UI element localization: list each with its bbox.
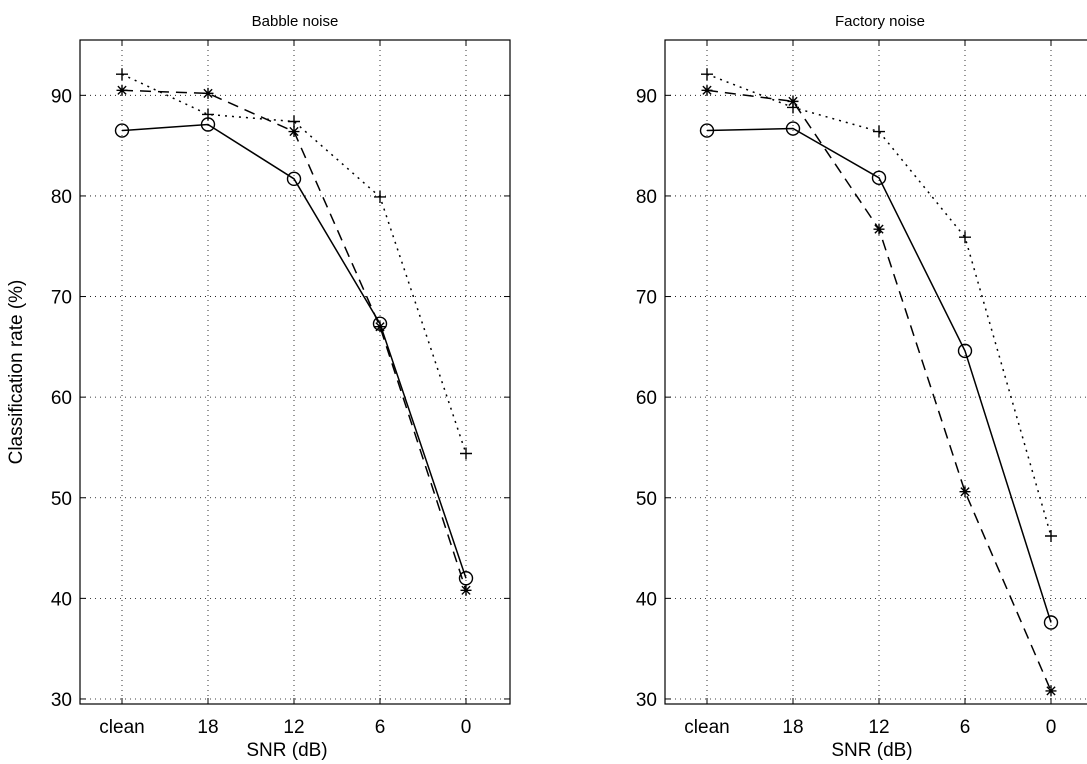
y-axis-label: Classification rate (%) — [6, 280, 27, 465]
data-point-plus — [787, 101, 799, 114]
data-point-plus — [873, 125, 885, 138]
y-tick-label: 90 — [51, 86, 72, 107]
data-point-circle — [114, 123, 130, 138]
data-point-plus — [701, 68, 713, 81]
data-point-plus — [374, 190, 386, 203]
data-point-circle — [1043, 615, 1059, 630]
y-tick-label: 40 — [636, 589, 657, 610]
x-tick-label: clean — [684, 717, 729, 738]
data-point-circle — [458, 571, 474, 586]
data-point-circle — [957, 343, 973, 359]
chart-title: Factory noise — [835, 13, 925, 30]
x-tick-label: 18 — [197, 717, 218, 738]
data-point-plus — [288, 115, 300, 128]
x-tick-label: 6 — [960, 717, 971, 738]
data-point-asterisk — [959, 486, 971, 498]
series-line-solid — [706, 127, 1052, 623]
y-tick-label: 80 — [51, 187, 72, 208]
plot-frame — [664, 39, 1087, 705]
x-tick-label: 0 — [1046, 717, 1057, 738]
x-tick-label: clean — [99, 717, 144, 738]
data-point-plus — [959, 231, 971, 244]
y-tick-label: 60 — [636, 388, 657, 409]
series-line-dotted — [121, 73, 467, 454]
series-line-solid — [121, 123, 467, 579]
y-tick-label: 90 — [636, 86, 657, 107]
data-point-asterisk — [116, 84, 128, 96]
data-point-asterisk — [787, 95, 799, 107]
data-point-asterisk — [460, 584, 472, 596]
data-point-plus — [1045, 529, 1057, 542]
data-point-asterisk — [288, 126, 300, 138]
data-point-asterisk — [202, 87, 214, 99]
x-tick-label: 0 — [461, 717, 472, 738]
data-point-circle — [785, 121, 801, 136]
y-tick-label: 60 — [51, 388, 72, 409]
y-tick-label: 50 — [51, 489, 72, 510]
x-axis-label: SNR (dB) — [831, 740, 912, 761]
chart-title: Babble noise — [252, 13, 339, 30]
x-tick-label: 6 — [375, 717, 386, 738]
data-point-circle — [699, 123, 715, 138]
x-axis-label: SNR (dB) — [246, 740, 327, 761]
data-point-asterisk — [1045, 685, 1057, 697]
data-point-plus — [116, 68, 128, 81]
plot-frame — [79, 39, 511, 705]
y-tick-label: 30 — [51, 690, 72, 711]
series-line-dotted — [706, 73, 1052, 537]
x-tick-label: 12 — [868, 717, 889, 738]
y-tick-label: 30 — [636, 690, 657, 711]
data-point-plus — [202, 108, 214, 121]
y-tick-label: 70 — [636, 288, 657, 309]
y-tick-label: 40 — [51, 589, 72, 610]
data-point-circle — [871, 170, 887, 186]
data-point-asterisk — [701, 84, 713, 96]
x-tick-label: 12 — [283, 717, 304, 738]
y-tick-label: 80 — [636, 187, 657, 208]
data-point-circle — [286, 171, 302, 187]
data-point-plus — [460, 447, 472, 460]
data-point-asterisk — [873, 223, 885, 235]
y-tick-label: 70 — [51, 288, 72, 309]
y-tick-label: 50 — [636, 489, 657, 510]
x-tick-label: 18 — [782, 717, 803, 738]
data-point-asterisk — [374, 321, 386, 333]
